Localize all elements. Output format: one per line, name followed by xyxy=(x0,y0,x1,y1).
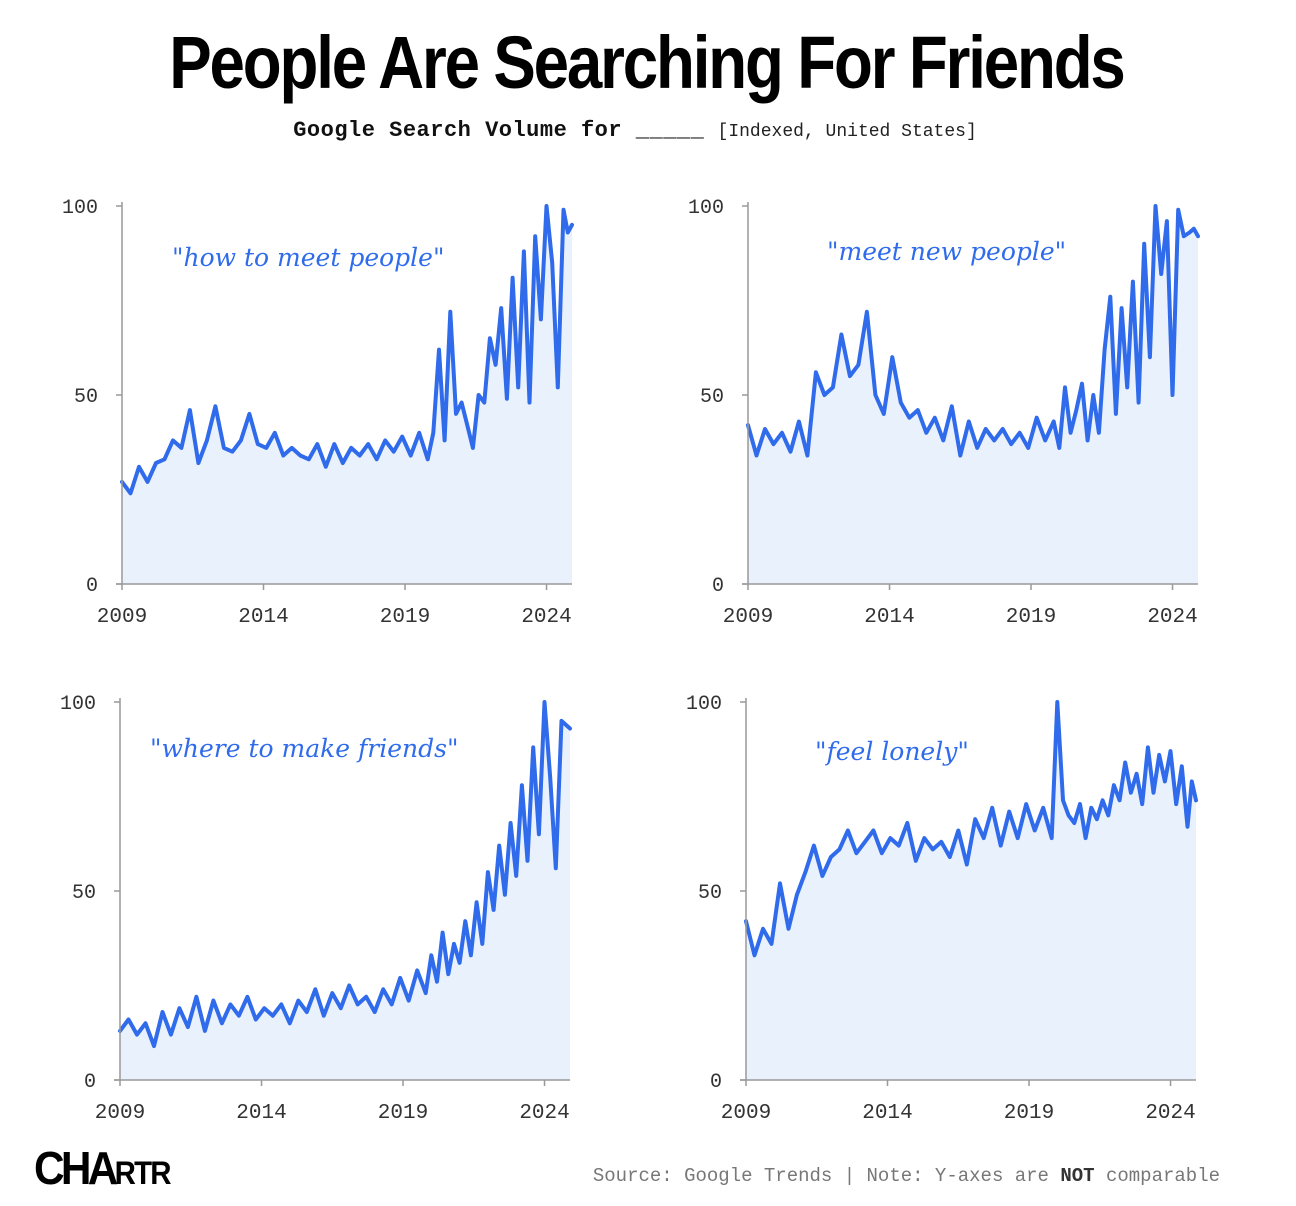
x-tick-label: 2009 xyxy=(721,1102,771,1125)
page-title: People Are Searching For Friends xyxy=(169,21,1126,104)
x-tick-label: 2024 xyxy=(1147,606,1197,629)
x-tick-label: 2019 xyxy=(378,1102,428,1125)
series-label: "meet new people" xyxy=(827,237,1066,266)
y-tick-label: 100 xyxy=(686,693,722,716)
x-tick-label: 2014 xyxy=(238,606,288,629)
area-fill xyxy=(122,206,572,584)
logo-text-small: RTR xyxy=(114,1155,172,1191)
chart-panel-feel-lonely: 0 50 100 2009 2014 2019 2024 "feel lonely" xyxy=(686,693,1198,1125)
x-tick-label: 2024 xyxy=(519,1102,569,1125)
logo-text-large: CHA xyxy=(34,1142,118,1194)
x-tick-label: 2014 xyxy=(862,1102,912,1125)
chart-panel-where-to-make-friends: 0 50 100 2009 2014 2019 2024 "where to make fri… xyxy=(60,693,572,1125)
y-tick-label: 0 xyxy=(84,1071,96,1094)
area-fill xyxy=(120,702,570,1080)
y-tick-label: 50 xyxy=(698,882,722,905)
y-tick-label: 50 xyxy=(72,882,96,905)
source-strong: NOT xyxy=(1060,1165,1095,1187)
chart-panel-meet-new-people: 0 50 100 2009 2014 2019 2024 "meet new people" xyxy=(688,197,1200,629)
chartr-logo: CHARTR xyxy=(34,1142,172,1198)
area-fill xyxy=(748,206,1198,584)
source-prefix: Source: Google Trends | Note: Y-axes are xyxy=(592,1165,1061,1187)
chart-subtitle: Google Search Volume for _____ [Indexed,… xyxy=(0,118,1270,143)
y-tick-label: 100 xyxy=(688,197,724,220)
y-tick-label: 0 xyxy=(86,575,98,598)
source-note: Source: Google Trends | Note: Y-axes are… xyxy=(593,1165,1220,1187)
x-tick-label: 2009 xyxy=(97,606,147,629)
x-tick-label: 2024 xyxy=(521,606,571,629)
y-tick-label: 0 xyxy=(710,1071,722,1094)
area-fill xyxy=(746,702,1196,1080)
series-label: "where to make friends" xyxy=(150,734,458,763)
y-tick-label: 50 xyxy=(700,386,724,409)
subtitle-note: [Indexed, United States] xyxy=(717,122,977,142)
x-tick-label: 2024 xyxy=(1145,1102,1195,1125)
y-tick-label: 0 xyxy=(712,575,724,598)
subtitle-main: Google Search Volume for _____ xyxy=(293,118,705,143)
x-tick-label: 2019 xyxy=(1006,606,1056,629)
y-tick-label: 100 xyxy=(60,693,96,716)
x-tick-label: 2019 xyxy=(1004,1102,1054,1125)
x-tick-label: 2014 xyxy=(236,1102,286,1125)
series-label: "how to meet people" xyxy=(172,243,444,272)
x-tick-label: 2019 xyxy=(380,606,430,629)
y-tick-label: 50 xyxy=(74,386,98,409)
chart-panel-how-to-meet-people: 0 50 100 2009 2014 2019 2024 "how to meet peopl… xyxy=(62,197,574,629)
y-tick-label: 100 xyxy=(62,197,98,220)
x-tick-label: 2014 xyxy=(864,606,914,629)
x-tick-label: 2009 xyxy=(95,1102,145,1125)
source-suffix: comparable xyxy=(1094,1165,1220,1187)
series-label: "feel lonely" xyxy=(815,737,969,766)
x-tick-label: 2009 xyxy=(723,606,773,629)
